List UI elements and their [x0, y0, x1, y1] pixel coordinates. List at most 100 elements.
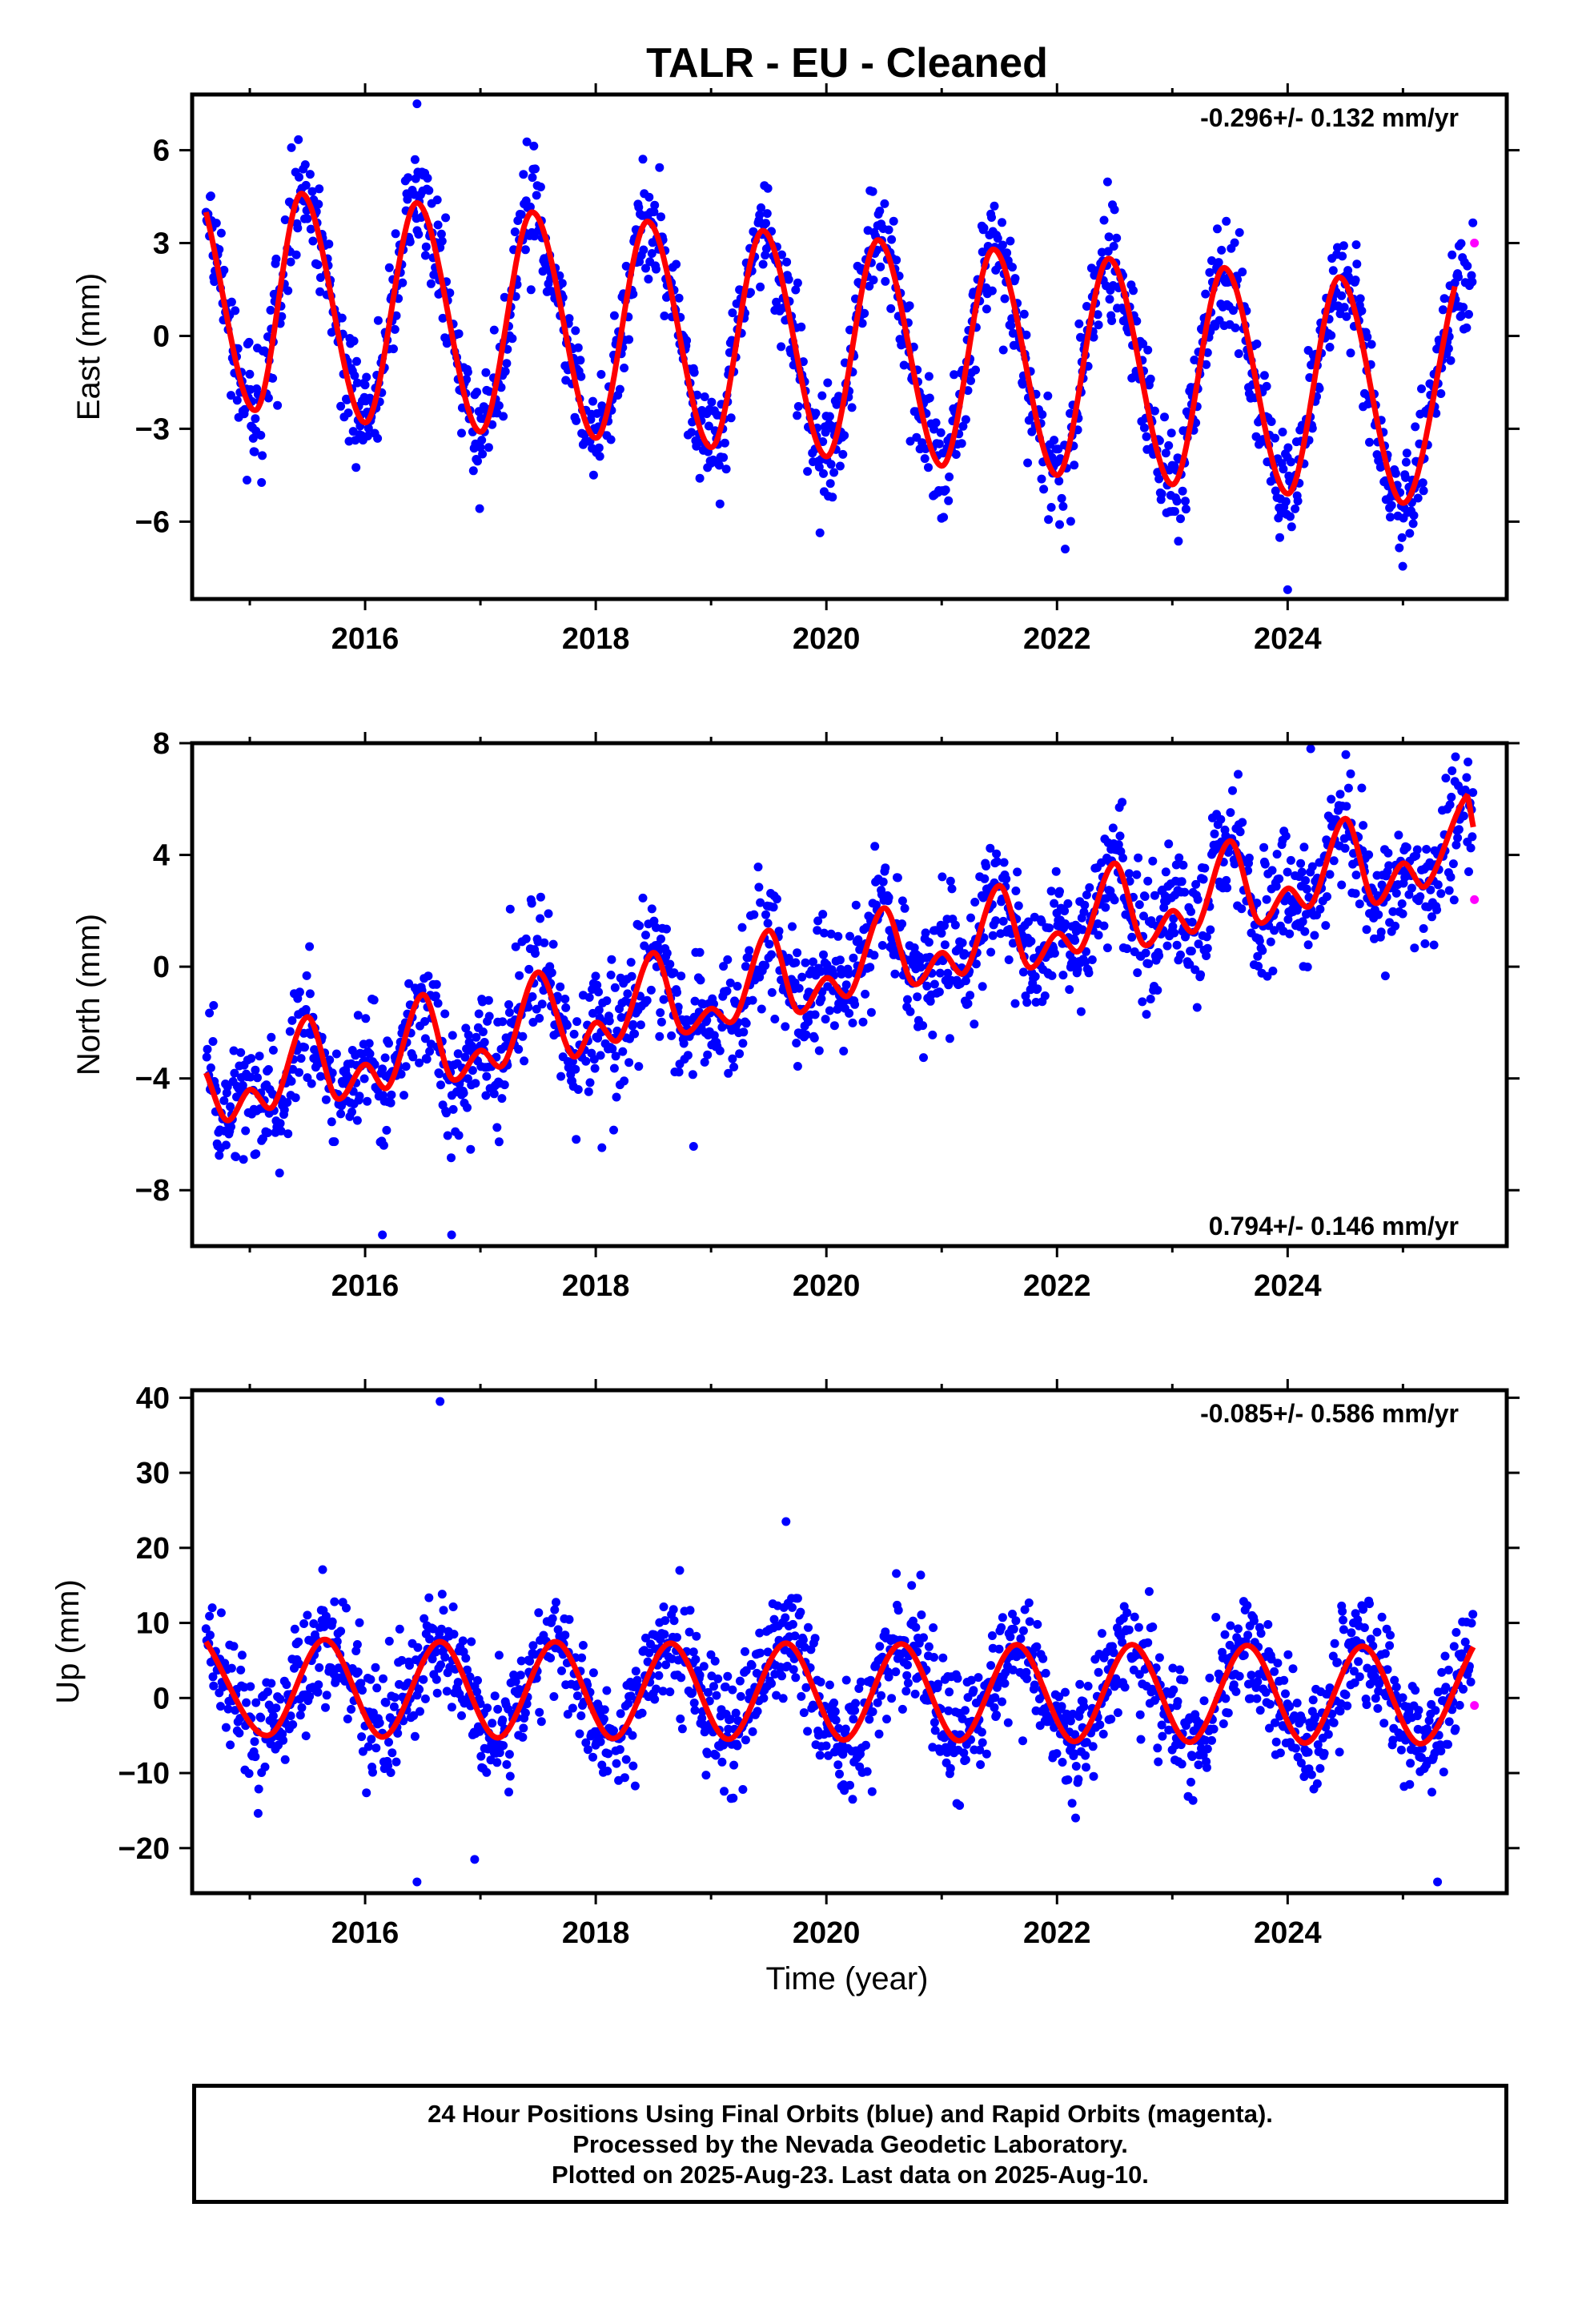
east-data-point [536, 183, 545, 191]
east-data-point [1138, 339, 1148, 348]
east-data-point [1139, 423, 1149, 432]
up-data-point [903, 1679, 913, 1688]
north-data-point [1026, 936, 1036, 946]
north-data-point [253, 1073, 262, 1083]
north-data-point [741, 962, 750, 971]
up-data-point [1265, 1699, 1275, 1709]
north-data-point [1315, 904, 1325, 914]
up-data-point [910, 1689, 920, 1699]
east-rapid-orbit-point [1470, 239, 1480, 248]
east-data-point [410, 190, 420, 199]
up-data-point [1071, 1762, 1081, 1771]
up-data-point [347, 1704, 356, 1714]
east-data-point [373, 433, 383, 443]
up-data-point [271, 1703, 281, 1713]
up-outlier-point [470, 1855, 480, 1864]
east-data-point [628, 289, 638, 299]
north-data-point [1033, 984, 1042, 994]
up-data-point [840, 1786, 849, 1795]
north-data-point [825, 1006, 834, 1015]
north-data-point [761, 910, 770, 919]
north-data-point [524, 964, 534, 974]
north-data-point [489, 1089, 499, 1099]
east-data-point [880, 199, 889, 208]
north-data-point [982, 862, 991, 870]
east-data-point [232, 396, 242, 405]
north-data-point [700, 1057, 709, 1067]
north-data-point [1391, 921, 1400, 931]
up-data-point [887, 1694, 897, 1703]
east-data-point [1201, 289, 1211, 299]
north-data-point [1146, 995, 1155, 1003]
up-data-point [940, 1733, 949, 1743]
east-data-point [963, 386, 973, 396]
north-data-point [461, 1023, 471, 1033]
east-data-point [958, 421, 968, 431]
up-data-point [1113, 1708, 1122, 1718]
north-data-point [504, 1000, 513, 1009]
north-data-point [420, 1034, 430, 1043]
up-data-point [1312, 1779, 1322, 1788]
east-data-point [572, 416, 581, 425]
east-data-point [1411, 422, 1420, 432]
up-data-point [903, 1660, 912, 1670]
up-data-point [1370, 1665, 1379, 1674]
up-data-point [1081, 1751, 1090, 1760]
north-data-point [809, 1033, 819, 1043]
north-data-point [1426, 885, 1435, 895]
north-data-point [636, 1020, 645, 1030]
north-data-point [1161, 867, 1170, 877]
up-data-point [221, 1723, 231, 1732]
east-data-point [462, 375, 472, 384]
east-data-point [1000, 294, 1010, 304]
north-data-point [1076, 1007, 1086, 1016]
east-data-point [1252, 340, 1262, 348]
east-data-point [838, 449, 848, 459]
east-data-point [1325, 343, 1335, 352]
north-data-point [1200, 863, 1210, 873]
north-data-point [1351, 889, 1360, 899]
north-data-point [1412, 845, 1422, 854]
north-data-point [604, 1016, 614, 1026]
east-data-point [1259, 371, 1269, 380]
up-data-point [691, 1655, 701, 1664]
east-data-point [1327, 331, 1336, 340]
east-data-point [987, 213, 996, 222]
up-data-point [207, 1603, 217, 1613]
up-data-point [1263, 1620, 1273, 1629]
east-data-point [307, 187, 317, 196]
east-data-point [803, 467, 813, 476]
east-data-point [240, 404, 250, 414]
east-data-point [1463, 261, 1472, 271]
east-data-point [308, 236, 318, 246]
up-data-point [1094, 1667, 1103, 1677]
east-plot-frame [190, 92, 1509, 601]
north-data-point [1444, 886, 1454, 895]
north-data-point [861, 989, 870, 999]
north-data-point [361, 1014, 371, 1023]
up-data-point [1460, 1637, 1470, 1647]
east-data-point [1413, 493, 1423, 503]
up-data-point [733, 1741, 742, 1751]
east-data-point [650, 200, 660, 210]
east-data-point [1278, 428, 1287, 436]
east-data-point [825, 479, 835, 489]
up-data-point [1231, 1687, 1241, 1696]
north-data-point [1337, 880, 1347, 890]
east-data-point [811, 408, 821, 418]
east-data-point [1447, 250, 1457, 259]
up-data-point [525, 1656, 535, 1666]
up-data-point [390, 1693, 400, 1703]
up-data-point [838, 1750, 848, 1759]
up-data-point [781, 1613, 790, 1622]
east-data-point [1231, 323, 1240, 332]
east-data-point [979, 223, 989, 233]
north-data-point [858, 1017, 868, 1027]
up-data-point [632, 1675, 642, 1685]
east-data-point [287, 143, 296, 152]
up-data-point [1205, 1673, 1215, 1683]
north-data-point [1301, 876, 1311, 885]
east-data-point [1099, 215, 1109, 225]
east-data-point [687, 428, 697, 437]
north-data-point [1087, 955, 1097, 964]
